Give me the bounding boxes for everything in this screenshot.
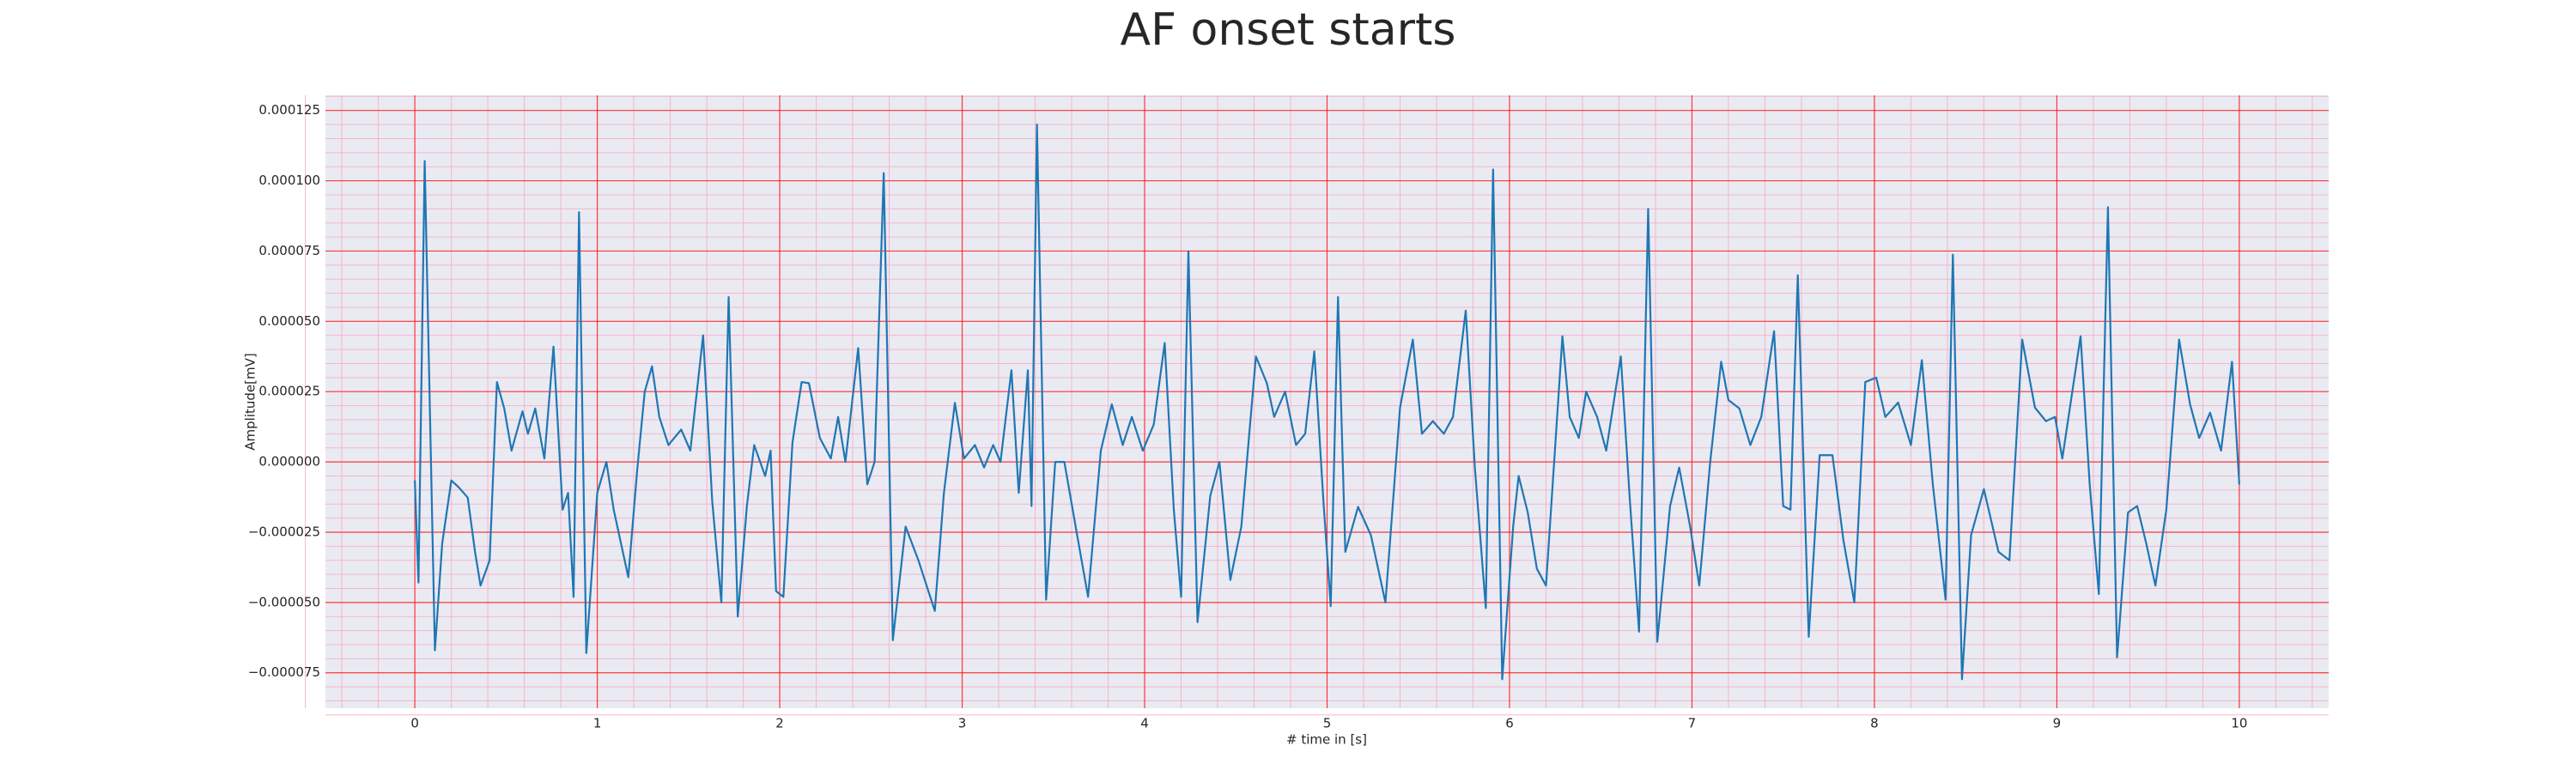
x-tick-label: 10 [2231, 716, 2247, 731]
tick-labels: 0 1 2 3 4 5 6 7 8 9 10 −0.000075 −0.000050 −0.000025 0… [248, 102, 2248, 731]
y-tick-label: 0.000050 [258, 313, 320, 329]
y-tick-label: −0.000025 [248, 524, 320, 539]
x-tick-label: 9 [2053, 716, 2062, 731]
y-tick-label: 0.000075 [258, 243, 320, 258]
y-tick-label: −0.000075 [248, 664, 320, 680]
major-grid [325, 95, 2329, 708]
x-tick-label: 8 [1870, 716, 1879, 731]
x-tick-label: 1 [593, 716, 602, 731]
y-tick-label: −0.000050 [248, 594, 320, 609]
x-tick-label: 7 [1688, 716, 1697, 731]
y-axis-label: Amplitude[mV] [243, 353, 258, 450]
y-tick-label: 0.000125 [258, 102, 320, 118]
x-tick-label: 6 [1505, 716, 1514, 731]
x-tick-label: 0 [410, 716, 419, 731]
signal-line [414, 123, 2240, 681]
y-tick-label: 0.000000 [258, 454, 320, 470]
x-axis-label: # time in [s] [1286, 732, 1367, 748]
x-tick-label: 3 [958, 716, 967, 731]
chart-title: AF onset starts [1121, 4, 1456, 56]
x-tick-label: 5 [1323, 716, 1332, 731]
x-tick-label: 2 [775, 716, 784, 731]
y-tick-label: 0.000025 [258, 384, 320, 399]
x-tick-label: 4 [1140, 716, 1149, 731]
y-tick-label: 0.000100 [258, 173, 320, 188]
series [414, 123, 2240, 681]
